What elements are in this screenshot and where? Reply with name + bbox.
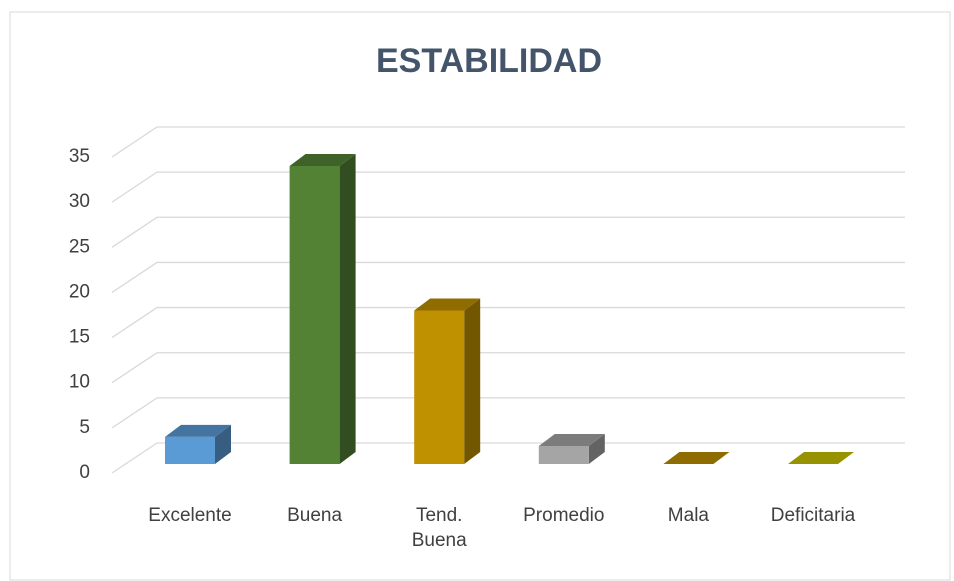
bar [414,298,481,464]
bar-face [538,433,605,446]
grid-line [111,216,905,248]
bar-face [414,298,481,311]
y-tick-label: 10 [69,372,90,393]
bar-face [414,310,465,464]
y-tick-label: 5 [79,417,90,438]
bar-face [289,166,340,465]
x-tick-label: Excelente [148,505,232,526]
bar-face [289,154,356,167]
grid-line [111,442,905,474]
bar [165,424,231,464]
y-tick-label: 25 [69,236,90,257]
grid-line [111,126,905,158]
bar [663,452,730,464]
bar-face [538,445,589,464]
grid-line [111,397,905,429]
x-tick-label: Tend. Buena [411,505,467,551]
grid-line [111,352,905,384]
bar-face [339,154,356,465]
bar-face [165,424,231,437]
grid-line [111,306,905,339]
bar-face [788,452,854,464]
bar [538,433,605,464]
y-tick-label: 35 [69,146,90,167]
bar-face [588,433,605,464]
x-tick-label: Mala [667,505,709,526]
y-tick-label: 15 [69,327,90,348]
x-tick-label: Buena [287,505,343,526]
x-tick-label: Deficitaria [770,505,856,526]
y-tick-label: 20 [69,281,90,302]
chart-border [9,11,951,581]
bar-face [165,436,215,464]
bar-face [663,452,730,464]
bar-face [215,424,231,464]
grid-line [111,171,905,203]
grid-line [111,261,905,293]
bar [289,154,356,465]
y-tick-label: 30 [69,191,90,212]
bar-face [464,298,481,464]
x-tick-label: Promedio [523,505,605,526]
chart-title: ESTABILIDAD [376,42,602,80]
y-tick-label: 0 [79,462,90,483]
bar [788,452,854,464]
